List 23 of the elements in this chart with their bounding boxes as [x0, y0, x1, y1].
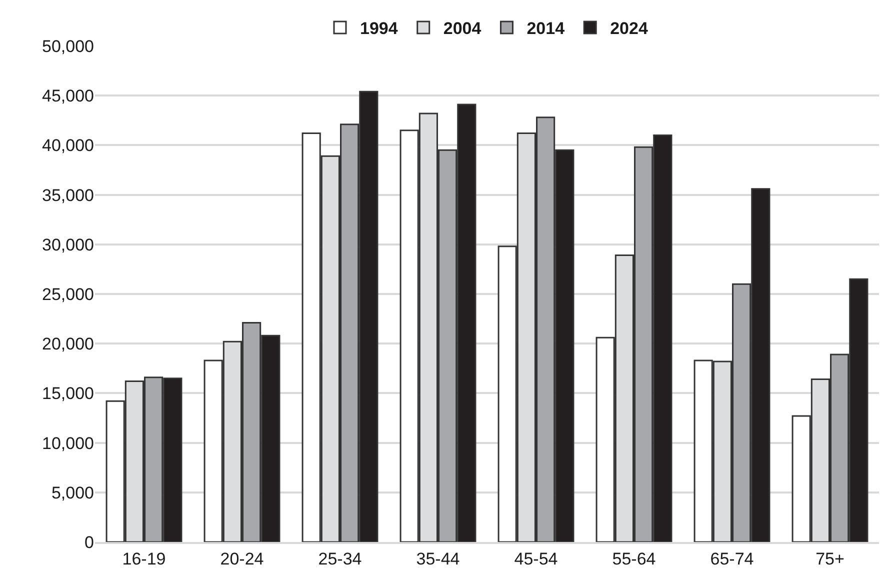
x-tick-label: 45-54: [514, 549, 558, 568]
x-tick-label: 20-24: [220, 549, 264, 568]
y-tick-label: 30,000: [42, 235, 94, 254]
legend-label: 2004: [443, 19, 482, 38]
y-tick-label: 45,000: [42, 86, 94, 106]
x-tick-label: 75+: [816, 549, 844, 568]
y-tick-label: 5,000: [51, 483, 94, 502]
y-tick-label: 35,000: [42, 186, 94, 205]
y-tick-label: 10,000: [42, 434, 94, 453]
x-tick-label: 25-34: [318, 549, 362, 568]
x-tick-label: 35-44: [416, 549, 460, 568]
y-tick-label: 15,000: [42, 384, 94, 404]
y-tick-label: 25,000: [42, 284, 94, 304]
y-tick-label: 20,000: [42, 334, 94, 354]
y-tick-label: 40,000: [42, 136, 94, 156]
legend-label: 1994: [360, 19, 398, 38]
x-tick-label: 16-19: [122, 549, 166, 568]
y-tick-label: 0: [84, 532, 94, 552]
legend-label: 2014: [526, 19, 566, 38]
x-tick-label: 65-74: [710, 549, 754, 568]
y-tick-label: 50,000: [42, 36, 94, 56]
x-tick-label: 55-64: [612, 549, 656, 568]
legend-label: 2024: [610, 19, 648, 38]
